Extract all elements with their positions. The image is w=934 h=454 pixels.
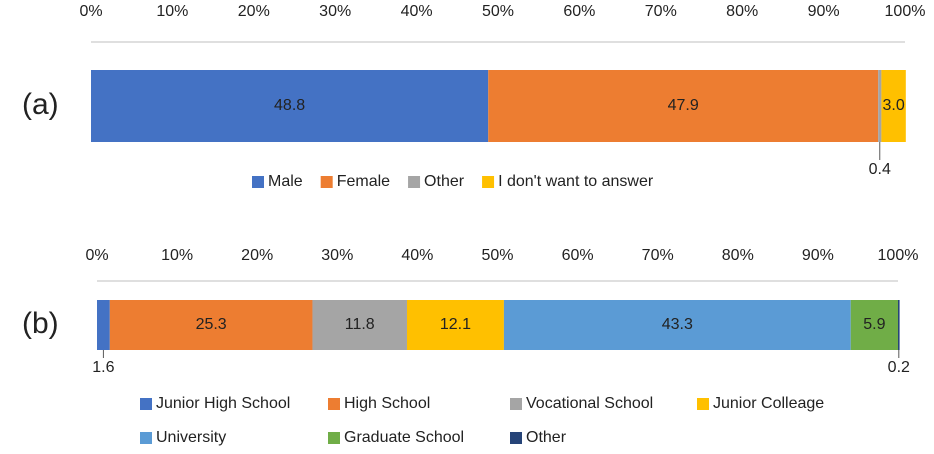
x-tick-label: 100% bbox=[885, 3, 926, 20]
legend-label: Graduate School bbox=[344, 429, 464, 446]
x-tick-label: 0% bbox=[79, 3, 102, 20]
bar-segment bbox=[898, 300, 900, 350]
legend-label: Other bbox=[424, 173, 465, 190]
x-tick-label: 60% bbox=[562, 247, 594, 264]
data-label: 48.8 bbox=[274, 97, 305, 114]
x-tick-label: 80% bbox=[722, 247, 754, 264]
x-tick-label: 20% bbox=[241, 247, 273, 264]
legend-label: University bbox=[156, 429, 226, 446]
legend-swatch bbox=[510, 432, 522, 444]
data-label: 3.0 bbox=[882, 97, 904, 114]
x-tick-label: 0% bbox=[85, 247, 108, 264]
x-tick-label: 40% bbox=[401, 3, 433, 20]
x-tick-label: 90% bbox=[802, 247, 834, 264]
legend-swatch bbox=[320, 176, 333, 188]
data-label: 11.8 bbox=[345, 316, 375, 333]
panel-label: (b) bbox=[22, 307, 59, 340]
legend-swatch bbox=[510, 398, 522, 410]
legend-swatch bbox=[328, 398, 340, 410]
legend-label: Vocational School bbox=[526, 395, 653, 412]
bar-segment bbox=[97, 300, 110, 350]
data-label: 12.1 bbox=[440, 316, 471, 333]
data-label: 5.9 bbox=[863, 316, 885, 333]
legend-swatch bbox=[140, 398, 152, 410]
x-tick-label: 70% bbox=[645, 3, 677, 20]
x-tick-label: 70% bbox=[642, 247, 674, 264]
bar-segment bbox=[312, 300, 407, 350]
x-tick-label: 80% bbox=[726, 3, 758, 20]
x-tick-label: 10% bbox=[161, 247, 193, 264]
legend-swatch bbox=[140, 432, 152, 444]
bar-segment bbox=[850, 300, 898, 350]
x-tick-label: 90% bbox=[808, 3, 840, 20]
x-tick-label: 20% bbox=[238, 3, 270, 20]
data-label: 0.2 bbox=[888, 359, 910, 376]
x-tick-label: 40% bbox=[401, 247, 433, 264]
legend-label: Female bbox=[337, 173, 390, 190]
legend-label: Junior Colleage bbox=[713, 395, 824, 412]
bar-segment bbox=[878, 70, 882, 142]
bar-segment bbox=[881, 70, 906, 142]
data-label: 47.9 bbox=[668, 97, 699, 114]
panel-label: (a) bbox=[22, 88, 59, 121]
legend-swatch bbox=[252, 176, 264, 188]
legend-swatch bbox=[482, 176, 495, 188]
bar-segment bbox=[488, 70, 879, 142]
legend-swatch bbox=[328, 432, 340, 444]
legend-label: I don't want to answer bbox=[498, 173, 654, 190]
legend-label: High School bbox=[344, 395, 430, 412]
legend-label: Male bbox=[268, 173, 303, 190]
x-tick-label: 30% bbox=[319, 3, 351, 20]
bar-segment bbox=[109, 300, 313, 350]
bar-segment bbox=[503, 300, 851, 350]
legend-label: Other bbox=[526, 429, 567, 446]
x-tick-label: 10% bbox=[156, 3, 188, 20]
x-tick-label: 50% bbox=[481, 247, 513, 264]
x-tick-label: 100% bbox=[878, 247, 919, 264]
legend-label: Junior High School bbox=[156, 395, 290, 412]
x-tick-label: 50% bbox=[482, 3, 514, 20]
bar-segment bbox=[91, 70, 489, 142]
x-tick-label: 30% bbox=[321, 247, 353, 264]
bar-segment bbox=[406, 300, 504, 350]
legend-swatch bbox=[408, 176, 421, 188]
data-label: 43.3 bbox=[662, 316, 693, 333]
data-label: 0.4 bbox=[869, 161, 891, 178]
data-label: 1.6 bbox=[92, 359, 114, 376]
legend-swatch bbox=[697, 398, 709, 410]
x-tick-label: 60% bbox=[563, 3, 595, 20]
data-label: 25.3 bbox=[196, 316, 227, 333]
